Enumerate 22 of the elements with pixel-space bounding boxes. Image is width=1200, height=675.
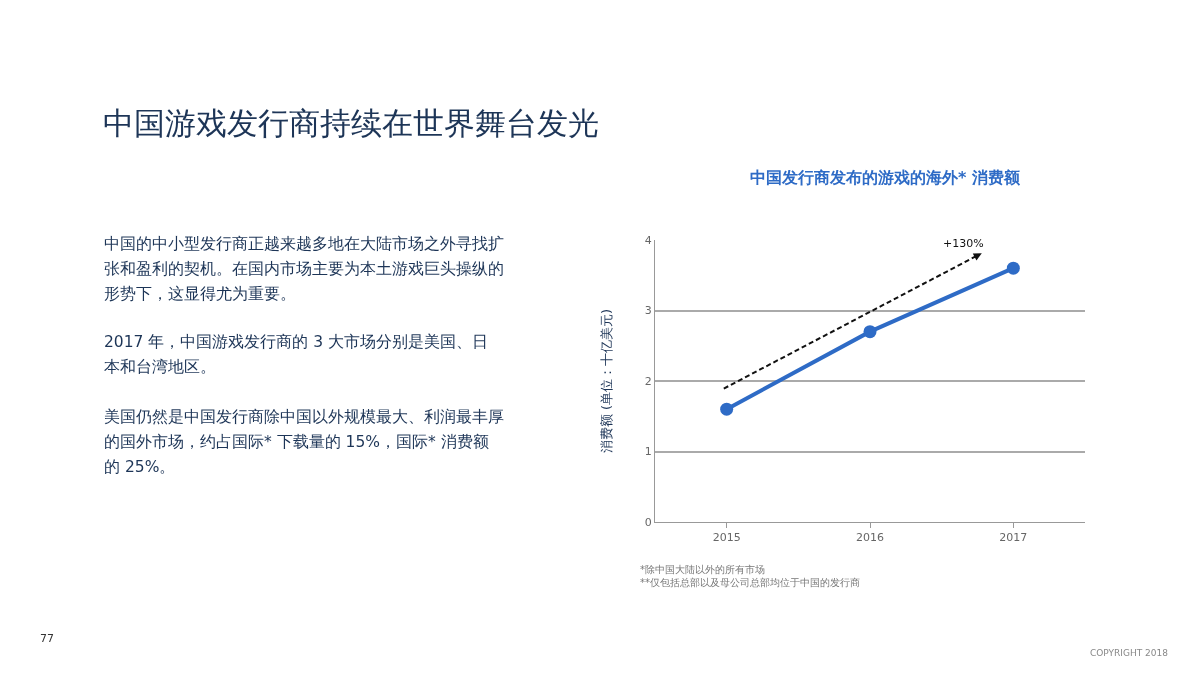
point: [863, 325, 877, 339]
point: [720, 402, 734, 416]
chart-subtitle: 中国发行商发布的游戏的海外* 消费额: [749, 168, 1021, 189]
text: *除中国大陆以外的所有市场: [640, 563, 765, 577]
text: 美国仍然是中国发行商除中国以外规模最大、利润最丰厚的国外市场，约占国际* 下载量的 15%，国际* 消费额的 25%。: [104, 407, 504, 478]
x-tick-label: 2016: [856, 531, 884, 545]
y-tick-label: 2: [644, 374, 652, 388]
text: 2017 年，中国游戏发行商的 3 大市场分别是美国、日本和台湾地区。: [104, 332, 490, 378]
y-tick-label: 1: [644, 445, 652, 459]
y-axis-title: 消费额 (单位：十亿美元): [598, 308, 614, 454]
text: **仅包括总部以及母公司总部均位于中国的发行商: [640, 576, 860, 590]
x-tick-label: 2017: [999, 531, 1028, 545]
text: 中国游戏发行商持续在世界舞台发光: [103, 104, 599, 143]
text: 中国的中小型发行商正越来越多地在大陆市场之外寻找扩张和盈利的契机。在国内市场主要为本土游戏巨头操纵的形势下，这显得尤为重要。: [104, 234, 504, 305]
text: COPYRIGHT 2018: [1090, 648, 1169, 658]
annotation: +130%: [943, 237, 984, 250]
text: 77: [40, 632, 54, 645]
y-tick-label: 3: [644, 304, 652, 318]
y-tick-label: 0: [644, 515, 652, 529]
x-tick-label: 2015: [712, 531, 741, 545]
y-tick-label: 4: [644, 233, 652, 247]
point: [1006, 261, 1020, 275]
